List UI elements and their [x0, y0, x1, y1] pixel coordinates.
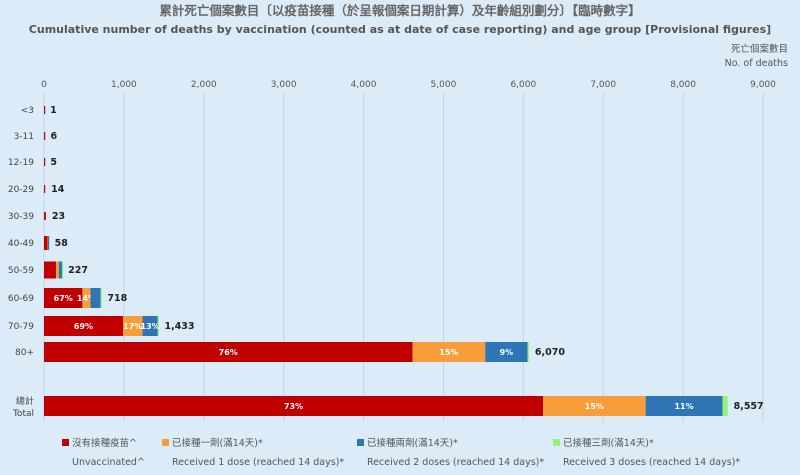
bar-segment: [44, 316, 124, 336]
bar-segment: [44, 158, 46, 166]
legend-label-en: Unvaccinated^: [72, 457, 145, 468]
x-tick-label: 0: [41, 80, 47, 90]
bar-segment: [412, 342, 486, 362]
total-label: 14: [51, 184, 65, 195]
data-label: 17%: [123, 322, 142, 331]
bar-segment: [44, 288, 83, 308]
total-label: 6: [50, 131, 57, 142]
bar-segment: [47, 236, 50, 250]
bar-segment: [44, 185, 46, 193]
bar-segment: [44, 106, 46, 114]
legend-label-en: Received 3 doses (reached 14 days)*: [563, 457, 740, 468]
bar-segment: [44, 236, 48, 250]
y-category-label: <3: [21, 106, 34, 116]
data-label: 76%: [219, 348, 238, 357]
x-tick-label: 3,000: [271, 80, 297, 90]
bar-segment: [485, 342, 528, 362]
bar-segment: [44, 212, 46, 220]
legend-label-en: Received 2 doses (reached 14 days)*: [367, 457, 544, 468]
chart-subtitle: Cumulative number of deaths by vaccinati…: [29, 23, 771, 36]
bar-segment: [44, 396, 544, 416]
data-label: 11%: [674, 402, 693, 411]
bar-segment: [123, 316, 143, 336]
y-category-label: 總計 Total: [12, 395, 34, 419]
total-label: 8,557: [734, 401, 764, 412]
data-label: 14%: [77, 294, 96, 303]
y-axis-categories: <3 3-11 12-19 20-29 30-39 40-49 50-59 60-69 70-7…: [8, 106, 34, 419]
x-tick-label: 4,000: [351, 80, 377, 90]
y-category-label: 70-79: [8, 322, 34, 332]
legend-label-zh: 沒有接種疫苗^: [72, 437, 137, 449]
x-tick-label: 2,000: [191, 80, 217, 90]
bar-segment: [61, 261, 64, 279]
x-tick-label: 8,000: [670, 80, 696, 90]
y-category-label: 20-29: [8, 185, 34, 195]
data-label: 69%: [74, 322, 93, 331]
legend-swatch: [357, 439, 364, 446]
bar-segment: [100, 288, 102, 308]
bar-segment: [58, 261, 62, 279]
x-tick-label: 7,000: [590, 80, 616, 90]
bar-segment: [645, 396, 723, 416]
total-label: 58: [55, 238, 69, 249]
y-category-label: 50-59: [8, 266, 34, 276]
x-axis-ticks: 0 1,000 2,000 3,000 4,000 5,000 6,000 7,000 8,00…: [41, 80, 776, 90]
bar-segment: [82, 288, 91, 308]
y-category-label: 3-11: [14, 132, 34, 142]
data-label: 67%: [54, 294, 73, 303]
data-label: 9%: [500, 348, 514, 357]
x-tick-label: 9,000: [750, 80, 776, 90]
total-label: 1: [50, 105, 57, 116]
chart-title: 累計死亡個案數目〔以疫苗接種（於呈報個案日期計算）及年齡組別劃分〕【臨時數字】: [159, 3, 640, 18]
y-category-label: 60-69: [8, 294, 34, 304]
gridlines: [43, 93, 764, 422]
legend-swatch: [553, 439, 560, 446]
total-label: 227: [68, 265, 88, 276]
legend-swatch: [162, 439, 169, 446]
bar-segment: [157, 316, 159, 336]
bar-segment: [44, 132, 46, 140]
total-label: 5: [50, 157, 57, 168]
y-category-label: 12-19: [8, 158, 34, 168]
legend-label-zh: 已接種三劑(滿14天)*: [563, 437, 654, 449]
bar-segment: [722, 396, 728, 416]
legend-label-en: Received 1 dose (reached 14 days)*: [172, 457, 344, 468]
total-label: 23: [52, 211, 65, 222]
y-category-label: 40-49: [8, 239, 34, 249]
bar-segment: [527, 342, 529, 362]
bar-segment: [90, 288, 101, 308]
data-label: 15%: [439, 348, 458, 357]
legend-label-zh: 已接種兩劑(滿14天)*: [367, 437, 458, 449]
unit-label-zh: 死亡個案數目: [731, 43, 788, 55]
x-tick-label: 1,000: [111, 80, 137, 90]
y-category-label-line: 總計: [16, 395, 34, 407]
bars: 1 6 5 14 23 58 227 67% 14% 718 69% 17%13% 1,433 76% 15…: [44, 105, 764, 416]
legend-label-zh: 已接種一劑(滿14天)*: [172, 437, 263, 449]
x-tick-label: 6,000: [510, 80, 536, 90]
x-tick-label: 5,000: [431, 80, 457, 90]
bar-segment: [44, 342, 413, 362]
bar-segment: [543, 396, 646, 416]
bar-segment: [55, 261, 59, 279]
y-category-label-line: Total: [12, 409, 34, 419]
total-label: 718: [107, 293, 127, 304]
data-label: 15%: [585, 402, 604, 411]
legend: 沒有接種疫苗^ Unvaccinated^ 已接種一劑(滿14天)* Received…: [62, 437, 740, 468]
legend-swatch: [62, 439, 69, 446]
y-category-label: 80+: [15, 348, 34, 358]
unit-label-en: No. of deaths: [725, 58, 788, 69]
data-label: 13%: [141, 322, 160, 331]
y-category-label: 30-39: [8, 212, 34, 222]
total-label: 6,070: [535, 347, 565, 358]
data-label: 73%: [284, 402, 303, 411]
bar-segment: [142, 316, 158, 336]
bar-segment: [44, 261, 56, 279]
total-label: 1,433: [164, 321, 194, 332]
